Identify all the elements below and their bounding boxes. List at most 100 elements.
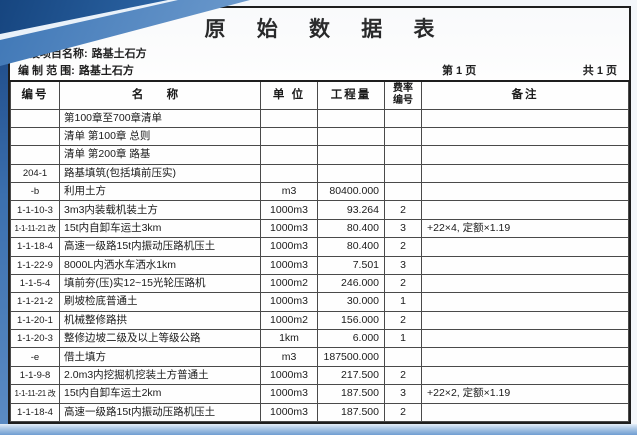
cell-unit: 1000m3: [260, 255, 318, 275]
current-page-indicator: 第 1 页: [442, 65, 477, 77]
table-row: 204-1 路基填筑(包括填前压实): [10, 163, 629, 184]
table-row: 1-1-10-3 3m3内装载机装土方 1000m3 93.264 2: [10, 200, 629, 220]
cell-code: 204-1: [10, 163, 60, 184]
cell-name: 清单 第100章 总则: [59, 126, 261, 147]
table-row: 清单 第200章 路基: [10, 145, 629, 165]
cell-code: -b: [10, 181, 60, 202]
table-header-row: 编号 名 称 单 位 工程量 费率 编号 备注: [10, 80, 629, 110]
cell-quantity: [317, 126, 385, 147]
cell-unit: [260, 108, 318, 128]
header-unit: 单 位: [260, 80, 318, 110]
cell-code: 1-1-9-8: [10, 365, 60, 386]
cell-code: 1-1-10-3: [10, 200, 60, 220]
cell-code: 1-1-11-21 改: [10, 384, 60, 404]
cell-quantity: 6.000: [317, 328, 385, 349]
table-row: 1-1-22-9 8000L内洒水车洒水1km 1000m3 7.501 3: [10, 255, 629, 275]
cell-code: 1-1-11-21 改: [10, 218, 60, 239]
cell-code: -e: [10, 347, 60, 367]
data-table: 编号 名 称 单 位 工程量 费率 编号 备注 第100章至700章清单 清单 第…: [10, 80, 629, 422]
blue-left-stripe: [0, 0, 8, 435]
cell-unit: m3: [260, 347, 318, 367]
cell-unit: 1000m3: [260, 365, 318, 386]
cell-unit: 1km: [260, 328, 318, 349]
cell-unit: 1000m2: [260, 310, 318, 331]
cell-unit: 1000m2: [260, 273, 318, 294]
cell-note: [421, 347, 629, 367]
cell-rate-number: 2: [384, 310, 422, 331]
cell-name: 利用土方: [59, 181, 261, 202]
cell-rate-number: [384, 163, 422, 184]
table-row: 1-1-11-21 改 15t内自卸车运土3km 1000m3 80.400 3 +22×…: [10, 218, 629, 239]
cell-note: [421, 402, 629, 422]
cell-note: [421, 273, 629, 294]
cell-code: 1-1-22-9: [10, 255, 60, 275]
header-quantity: 工程量: [317, 80, 385, 110]
cell-quantity: 93.264: [317, 200, 385, 220]
cell-name: 8000L内洒水车洒水1km: [59, 255, 261, 275]
header-code: 编号: [10, 80, 60, 110]
cell-rate-number: 2: [384, 402, 422, 422]
cell-code: 1-1-18-4: [10, 402, 60, 422]
cell-note: [421, 181, 629, 202]
cell-code: [10, 108, 60, 128]
header-note: 备注: [421, 80, 629, 110]
cell-name: 借土填方: [59, 347, 261, 367]
cell-name: 15t内自卸车运土3km: [59, 218, 261, 239]
cell-quantity: 187500.000: [317, 347, 385, 367]
cell-note: [421, 200, 629, 220]
cell-quantity: 156.000: [317, 310, 385, 331]
header-rate-number: 费率 编号: [384, 80, 422, 110]
cell-note: [421, 145, 629, 165]
cell-code: [10, 145, 60, 165]
cell-rate-number: 3: [384, 255, 422, 275]
cell-unit: [260, 126, 318, 147]
cell-quantity: [317, 108, 385, 128]
cell-rate-number: [384, 108, 422, 128]
table-row: 1-1-18-4 高速一级路15t内振动压路机压土 1000m3 187.500 2: [10, 402, 629, 422]
cell-unit: 1000m3: [260, 292, 318, 312]
cell-unit: [260, 163, 318, 184]
cell-note: +22×4, 定额×1.19: [421, 218, 629, 239]
table-row: 清单 第100章 总则: [10, 126, 629, 147]
cell-quantity: 80.400: [317, 237, 385, 257]
table-row: 1-1-9-8 2.0m3内挖掘机挖装土方普通土 1000m3 217.500 2: [10, 365, 629, 386]
header-name: 名 称: [59, 80, 261, 110]
table-row: 1-1-11-21 改 15t内自卸车运土2km 1000m3 187.500 3 +22…: [10, 384, 629, 404]
cell-quantity: 217.500: [317, 365, 385, 386]
scope-value: 路基土石方: [78, 65, 134, 77]
cell-name: 高速一级路15t内振动压路机压土: [59, 237, 261, 257]
cell-note: [421, 328, 629, 349]
cell-rate-number: 1: [384, 328, 422, 349]
cell-note: [421, 310, 629, 331]
cell-name: 刷坡检底普通土: [59, 292, 261, 312]
cell-note: [421, 255, 629, 275]
table-row: 1-1-5-4 填前夯(压)实12~15光轮压路机 1000m2 246.000 2: [10, 273, 629, 294]
cell-name: 机械整修路拱: [59, 310, 261, 331]
cell-rate-number: [384, 347, 422, 367]
cell-quantity: 7.501: [317, 255, 385, 275]
cell-name: 整修边坡二级及以上等级公路: [59, 328, 261, 349]
cell-rate-number: [384, 145, 422, 165]
cell-name: 2.0m3内挖掘机挖装土方普通土: [59, 365, 261, 386]
table-row: 1-1-18-4 高速一级路15t内振动压路机压土 1000m3 80.400 2: [10, 237, 629, 257]
cell-name: 填前夯(压)实12~15光轮压路机: [59, 273, 261, 294]
table-row: 1-1-21-2 刷坡检底普通土 1000m3 30.000 1: [10, 292, 629, 312]
cell-rate-number: 2: [384, 237, 422, 257]
cell-note: [421, 365, 629, 386]
scope-line: 编 制 范 围: 路基土石方 第 1 页 共 1 页: [10, 63, 629, 80]
cell-quantity: 246.000: [317, 273, 385, 294]
cell-rate-number: [384, 181, 422, 202]
cell-code: 1-1-5-4: [10, 273, 60, 294]
scope-label: 编 制 范 围:: [18, 65, 75, 77]
cell-quantity: 187.500: [317, 402, 385, 422]
blue-bottom-bar: [0, 424, 637, 435]
cell-name: 清单 第200章 路基: [59, 145, 261, 165]
table-row: -e 借土填方 m3 187500.000: [10, 347, 629, 367]
cell-name: 15t内自卸车运土2km: [59, 384, 261, 404]
cell-rate-number: 3: [384, 218, 422, 239]
cell-quantity: [317, 163, 385, 184]
page-title: 原 始 数 据 表: [204, 17, 448, 41]
cell-note: +22×2, 定额×1.19: [421, 384, 629, 404]
cell-rate-number: 3: [384, 384, 422, 404]
